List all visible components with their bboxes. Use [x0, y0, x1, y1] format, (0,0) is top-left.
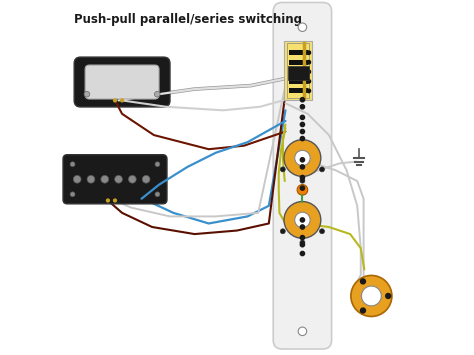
Circle shape	[284, 202, 321, 238]
Text: Push-pull parallel/series switching: Push-pull parallel/series switching	[74, 13, 302, 26]
Circle shape	[301, 115, 304, 120]
Circle shape	[300, 240, 305, 245]
Circle shape	[301, 136, 304, 141]
Circle shape	[301, 98, 304, 102]
Bar	[289, 50, 308, 55]
Circle shape	[351, 275, 392, 316]
Circle shape	[301, 122, 304, 127]
Circle shape	[280, 167, 285, 172]
Circle shape	[361, 308, 365, 313]
FancyBboxPatch shape	[273, 2, 332, 349]
Bar	[289, 88, 308, 93]
Circle shape	[301, 165, 304, 169]
Circle shape	[113, 98, 117, 103]
FancyBboxPatch shape	[74, 57, 170, 107]
Circle shape	[307, 51, 310, 54]
Circle shape	[73, 175, 81, 183]
Circle shape	[319, 229, 325, 234]
Circle shape	[301, 251, 304, 256]
Circle shape	[301, 175, 304, 180]
FancyBboxPatch shape	[284, 41, 312, 100]
Circle shape	[155, 162, 160, 167]
Circle shape	[301, 105, 304, 109]
Circle shape	[362, 286, 381, 306]
Circle shape	[70, 192, 75, 197]
Circle shape	[115, 175, 122, 183]
Circle shape	[84, 91, 90, 97]
Circle shape	[155, 91, 160, 97]
FancyBboxPatch shape	[85, 65, 159, 99]
Circle shape	[307, 60, 310, 64]
Circle shape	[319, 167, 325, 172]
Circle shape	[298, 23, 307, 32]
Circle shape	[113, 198, 117, 203]
Circle shape	[386, 294, 391, 299]
Circle shape	[301, 130, 304, 133]
FancyBboxPatch shape	[63, 155, 167, 204]
Circle shape	[280, 229, 285, 234]
Circle shape	[70, 162, 75, 167]
Circle shape	[301, 235, 304, 240]
Circle shape	[295, 212, 310, 228]
Circle shape	[301, 158, 304, 162]
Circle shape	[295, 150, 310, 166]
Circle shape	[142, 175, 150, 183]
Circle shape	[307, 89, 310, 93]
Circle shape	[298, 327, 307, 335]
Circle shape	[87, 175, 95, 183]
Bar	[289, 60, 308, 65]
Circle shape	[297, 185, 308, 195]
Circle shape	[128, 175, 136, 183]
Circle shape	[284, 140, 321, 176]
Circle shape	[301, 186, 304, 190]
Circle shape	[307, 70, 310, 73]
Bar	[289, 79, 308, 84]
Circle shape	[101, 175, 109, 183]
Circle shape	[361, 279, 365, 284]
Circle shape	[301, 242, 304, 247]
Circle shape	[106, 198, 110, 203]
Bar	[287, 43, 310, 98]
Circle shape	[301, 225, 304, 229]
Circle shape	[155, 192, 160, 197]
Bar	[289, 69, 308, 74]
Circle shape	[120, 98, 124, 103]
Bar	[288, 66, 309, 80]
Circle shape	[300, 178, 305, 183]
Circle shape	[307, 80, 310, 83]
Circle shape	[301, 218, 304, 222]
